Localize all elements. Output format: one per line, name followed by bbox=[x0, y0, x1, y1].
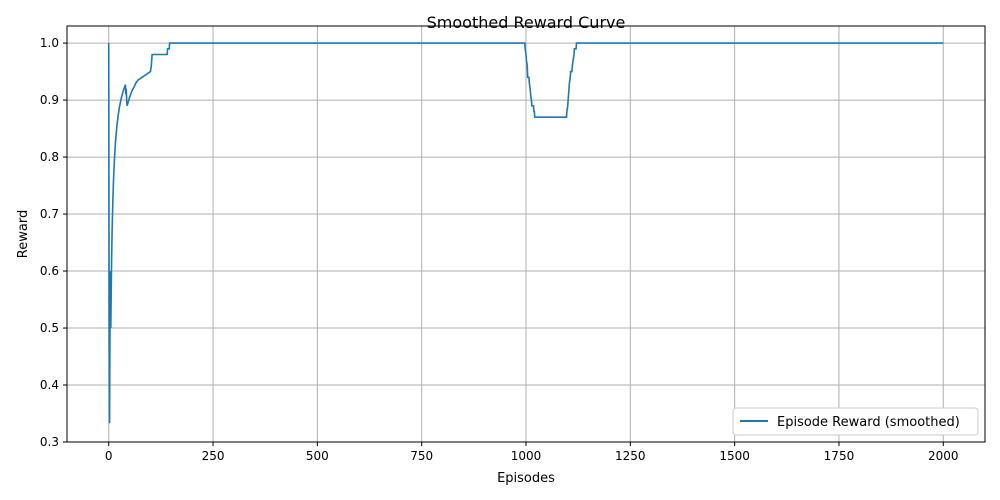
legend-box bbox=[732, 407, 979, 436]
y-tick-label: 0.7 bbox=[40, 207, 59, 221]
x-tick-label: 1250 bbox=[615, 449, 646, 463]
y-tick-label: 0.9 bbox=[40, 93, 59, 107]
chart-title: Smoothed Reward Curve bbox=[427, 13, 626, 32]
y-tick-label: 0.5 bbox=[40, 321, 59, 335]
x-tick-label: 250 bbox=[202, 449, 225, 463]
x-tick-label: 2000 bbox=[928, 449, 959, 463]
y-tick-label: 0.6 bbox=[40, 264, 59, 278]
legend-label: Episode Reward (smoothed) bbox=[777, 415, 960, 430]
y-axis-label: Reward bbox=[16, 210, 31, 258]
ticks: 0 250 500 750 1000 1250 1500 1750 2000 0.3 0.4 0.5 0… bbox=[40, 36, 959, 463]
series-layer bbox=[107, 42, 944, 424]
y-tick-label: 0.4 bbox=[40, 378, 59, 392]
x-tick-label: 500 bbox=[306, 449, 329, 463]
x-axis-label: Episodes bbox=[497, 471, 555, 486]
x-tick-label: 0 bbox=[105, 449, 113, 463]
x-tick-label: 750 bbox=[410, 449, 433, 463]
y-tick-label: 0.8 bbox=[40, 150, 59, 164]
legend: Episode Reward (smoothed) bbox=[732, 407, 979, 436]
y-tick-label: 0.3 bbox=[40, 435, 59, 449]
y-tick-label: 1.0 bbox=[40, 36, 59, 50]
x-tick-label: 1500 bbox=[719, 449, 750, 463]
x-tick-label: 1000 bbox=[511, 449, 542, 463]
x-tick-label: 1750 bbox=[824, 449, 855, 463]
series-line bbox=[107, 42, 944, 424]
